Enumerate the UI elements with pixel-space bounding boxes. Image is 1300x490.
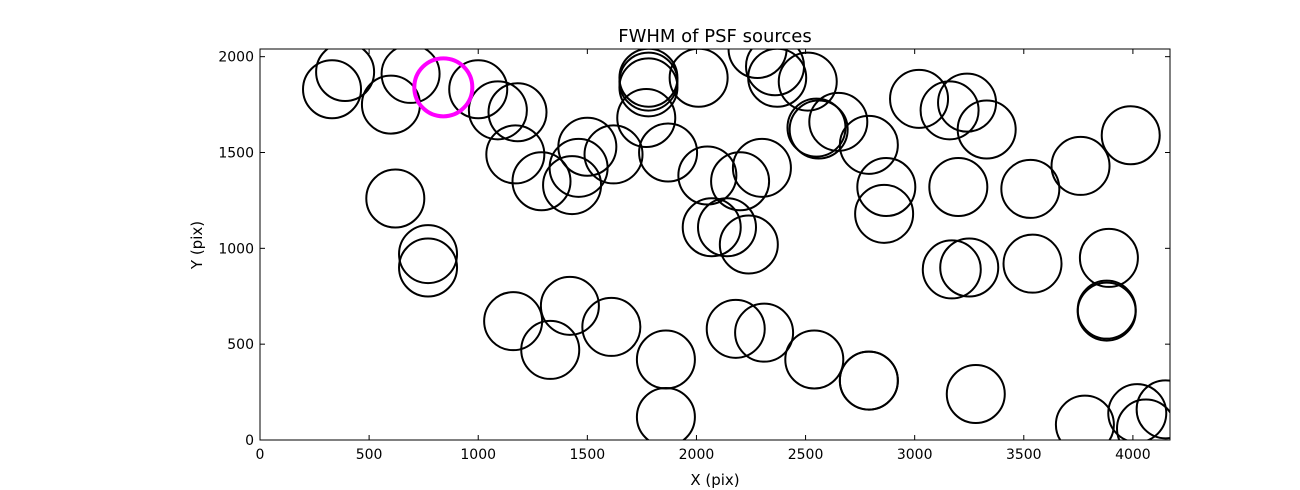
psf-source-marker	[889, 68, 950, 129]
psf-source-marker	[731, 137, 792, 198]
y-tick-label: 1500	[218, 146, 254, 162]
psf-source-marker	[485, 124, 546, 185]
psf-source-marker	[1076, 279, 1137, 340]
psf-source-marker	[854, 183, 915, 244]
psf-source-marker	[697, 197, 758, 258]
psf-source-marker	[734, 302, 795, 363]
psf-source-marker	[777, 51, 838, 112]
psf-source-marker	[635, 387, 696, 440]
x-tick-label: 0	[256, 447, 265, 463]
psf-source-marker	[616, 88, 677, 148]
psf-source-marker	[705, 298, 766, 359]
points-layer	[302, 49, 1170, 440]
x-tick-label: 500	[356, 447, 383, 463]
psf-source-marker	[939, 237, 1000, 298]
x-tick-label: 1500	[570, 447, 606, 463]
psf-source-marker	[1000, 158, 1061, 219]
psf-source-marker	[838, 114, 899, 175]
psf-source-marker	[677, 145, 738, 206]
x-tick-label: 2500	[788, 447, 824, 463]
psf-source-marker	[1078, 227, 1139, 288]
y-axis-ticks: 0 500 1000 1500 2000	[218, 50, 1170, 449]
y-tick-label: 0	[245, 433, 254, 449]
psf-source-marker	[1076, 281, 1137, 342]
psf-source-marker	[583, 124, 644, 185]
psf-source-marker	[302, 59, 363, 120]
psf-source-marker	[487, 82, 548, 143]
y-tick-label: 1000	[218, 241, 254, 257]
psf-source-marker	[1107, 383, 1168, 440]
psf-source-marker	[928, 157, 989, 217]
psf-source-marker	[1135, 379, 1170, 440]
psf-source-marker	[1116, 398, 1170, 440]
x-tick-label: 3500	[1006, 447, 1042, 463]
psf-source-marker	[511, 151, 572, 212]
psf-source-marker	[635, 329, 696, 390]
psf-source-marker	[921, 239, 982, 300]
psf-source-marker	[557, 116, 618, 177]
psf-source-marker	[945, 364, 1006, 424]
psf-source-marker	[710, 151, 771, 212]
psf-source-marker	[467, 80, 528, 141]
psf-source-marker	[838, 350, 899, 411]
psf-source-marker	[718, 214, 779, 275]
psf-source-marker	[681, 197, 742, 258]
psf-source-marker	[398, 224, 459, 285]
psf-source-marker	[483, 291, 544, 352]
x-tick-label: 4000	[1115, 447, 1151, 463]
psf-source-marker	[638, 122, 699, 183]
psf-source-marker	[727, 49, 788, 79]
psf-source-marker	[668, 49, 729, 108]
psf-source-marker	[520, 319, 581, 380]
psf-source-marker	[956, 99, 1017, 160]
psf-source-marker	[380, 49, 441, 104]
psf-source-marker	[1002, 233, 1063, 294]
highlighted-source-marker	[412, 56, 475, 119]
psf-source-marker	[398, 237, 459, 298]
x-tick-label: 2000	[679, 447, 715, 463]
psf-source-marker	[618, 49, 679, 108]
psf-source-marker	[1050, 135, 1111, 196]
x-tick-label: 1000	[460, 447, 496, 463]
plot-frame	[259, 48, 1171, 441]
psf-source-marker	[448, 59, 509, 120]
psf-source-marker	[1054, 394, 1115, 440]
psf-source-marker	[618, 51, 679, 112]
y-axis-label: Y (pix)	[188, 221, 206, 270]
psf-source-marker	[784, 329, 845, 390]
psf-source-marker	[360, 74, 421, 135]
x-axis-label: X (pix)	[690, 471, 739, 489]
psf-source-marker	[808, 91, 869, 152]
psf-source-marker	[542, 155, 603, 216]
chart-title: FWHM of PSF sources	[618, 26, 812, 47]
psf-source-marker	[539, 275, 600, 336]
psf-source-marker	[581, 296, 642, 357]
psf-source-marker	[315, 49, 376, 102]
y-tick-label: 500	[227, 337, 254, 353]
y-tick-label: 2000	[218, 50, 254, 66]
psf-source-marker	[919, 80, 980, 141]
psf-source-marker	[747, 49, 808, 108]
x-axis-ticks: 0 500 1000 1500 2000 2500 3000 3500 4000	[256, 49, 1151, 463]
psf-source-marker	[856, 157, 917, 217]
x-tick-label: 3000	[897, 447, 933, 463]
psf-source-marker	[1100, 105, 1161, 166]
psf-source-marker	[365, 168, 426, 229]
psf-source-marker	[937, 72, 998, 133]
